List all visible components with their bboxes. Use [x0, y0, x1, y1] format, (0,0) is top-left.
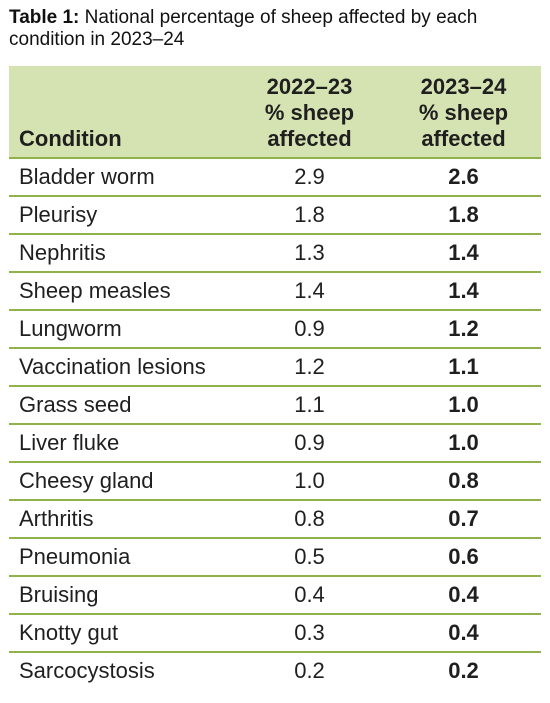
- row-condition: Sheep measles: [9, 272, 233, 311]
- row-value-2022-23: 1.3: [233, 234, 386, 273]
- row-condition: Liver fluke: [9, 424, 233, 463]
- row-condition: Cheesy gland: [9, 462, 233, 501]
- row-condition: Knotty gut: [9, 614, 233, 653]
- table-row: Vaccination lesions 1.2 1.1: [9, 348, 541, 387]
- table-row: Nephritis 1.3 1.4: [9, 234, 541, 273]
- row-condition: Nephritis: [9, 234, 233, 273]
- row-condition: Pleurisy: [9, 196, 233, 235]
- header-prev-sub-label: % sheep affected: [264, 100, 355, 151]
- header-curr-year: 2023–24 % sheep affected: [386, 66, 541, 159]
- row-value-2023-24: 1.1: [386, 348, 541, 387]
- row-value-2023-24: 1.0: [386, 386, 541, 425]
- row-value-2023-24: 0.4: [386, 576, 541, 615]
- table-row: Lungworm 0.9 1.2: [9, 310, 541, 349]
- header-prev-year: 2022–23 % sheep affected: [233, 66, 386, 159]
- row-condition: Lungworm: [9, 310, 233, 349]
- header-condition-label: Condition: [19, 126, 122, 151]
- table-body: Bladder worm 2.9 2.6 Pleurisy 1.8 1.8 Nephriti…: [9, 158, 541, 689]
- row-value-2023-24: 0.7: [386, 500, 541, 539]
- row-value-2023-24: 2.6: [386, 158, 541, 197]
- row-value-2022-23: 0.4: [233, 576, 386, 615]
- row-condition: Vaccination lesions: [9, 348, 233, 387]
- row-value-2022-23: 0.9: [233, 424, 386, 463]
- header-curr-sub-label: % sheep affected: [418, 100, 509, 151]
- row-value-2022-23: 0.9: [233, 310, 386, 349]
- row-condition: Sarcocystosis: [19, 658, 155, 683]
- row-value-2023-24: 0.6: [386, 538, 541, 577]
- table-row: Bruising 0.4 0.4: [9, 576, 541, 615]
- row-value-2022-23: 1.8: [233, 196, 386, 235]
- header-row: Condition 2022–23 % sheep affected 2023–2…: [9, 66, 541, 159]
- row-condition: Grass seed: [9, 386, 233, 425]
- header-prev-year-label: 2022–23: [266, 74, 353, 99]
- row-value-2023-24: 1.4: [386, 234, 541, 273]
- row-value-2022-23: 0.2: [294, 658, 325, 683]
- table-header: Condition 2022–23 % sheep affected 2023–2…: [9, 66, 541, 159]
- caption-text: National percentage of sheep affected by…: [9, 7, 478, 50]
- table-row: Knotty gut 0.3 0.4: [9, 614, 541, 653]
- table-row: Grass seed 1.1 1.0: [9, 386, 541, 425]
- row-value-2022-23: 0.5: [233, 538, 386, 577]
- row-value-2022-23: 1.1: [233, 386, 386, 425]
- table-row: Arthritis 0.8 0.7: [9, 500, 541, 539]
- row-value-2023-24: 1.4: [386, 272, 541, 311]
- table-row: Liver fluke 0.9 1.0: [9, 424, 541, 463]
- row-value-2023-24: 0.4: [386, 614, 541, 653]
- row-value-2023-24: 1.8: [386, 196, 541, 235]
- table-row: Sheep measles 1.4 1.4: [9, 272, 541, 311]
- table-container: Condition 2022–23 % sheep affected 2023–2…: [9, 66, 541, 692]
- row-value-2022-23: 1.4: [233, 272, 386, 311]
- row-value-2023-24: 1.2: [386, 310, 541, 349]
- table-row: Bladder worm 2.9 2.6: [9, 158, 541, 197]
- table-row: Cheesy gland 1.0 0.8: [9, 462, 541, 501]
- table-row: Pleurisy 1.8 1.8: [9, 196, 541, 235]
- row-condition: Bladder worm: [9, 158, 233, 197]
- row-value-2022-23: 1.2: [233, 348, 386, 387]
- row-condition: Pneumonia: [9, 538, 233, 577]
- header-curr-year-label: 2023–24: [420, 74, 507, 99]
- row-condition: Arthritis: [9, 500, 233, 539]
- row-value-2023-24: 1.0: [386, 424, 541, 463]
- row-value-2023-24: 0.2: [448, 658, 479, 683]
- caption-label: Table 1:: [9, 7, 80, 28]
- row-condition: Bruising: [9, 576, 233, 615]
- row-value-2023-24: 0.8: [386, 462, 541, 501]
- sheep-conditions-table: Condition 2022–23 % sheep affected 2023–2…: [9, 66, 541, 689]
- row-value-2022-23: 0.8: [233, 500, 386, 539]
- header-condition: Condition: [9, 66, 233, 159]
- table-row: Pneumonia 0.5 0.6: [9, 538, 541, 577]
- row-value-2022-23: 2.9: [233, 158, 386, 197]
- row-value-2022-23: 0.3: [233, 614, 386, 653]
- table-row: Sarcocystosis 0.2 0.2: [9, 652, 541, 689]
- table-caption: Table 1: National percentage of sheep af…: [9, 7, 529, 51]
- row-value-2022-23: 1.0: [233, 462, 386, 501]
